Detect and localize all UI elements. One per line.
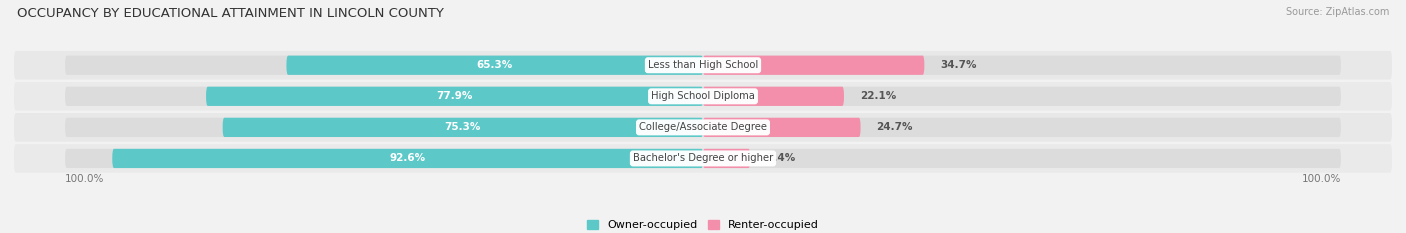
FancyBboxPatch shape [222, 118, 703, 137]
Text: College/Associate Degree: College/Associate Degree [638, 122, 768, 132]
FancyBboxPatch shape [14, 82, 1392, 111]
Text: 92.6%: 92.6% [389, 154, 426, 163]
Text: Less than High School: Less than High School [648, 60, 758, 70]
FancyBboxPatch shape [65, 118, 1341, 137]
Text: 34.7%: 34.7% [941, 60, 977, 70]
FancyBboxPatch shape [14, 144, 1392, 173]
Text: 24.7%: 24.7% [876, 122, 912, 132]
Text: 100.0%: 100.0% [65, 174, 104, 184]
FancyBboxPatch shape [703, 149, 751, 168]
FancyBboxPatch shape [207, 87, 703, 106]
FancyBboxPatch shape [65, 149, 1341, 168]
FancyBboxPatch shape [703, 118, 860, 137]
FancyBboxPatch shape [703, 87, 844, 106]
Text: 77.9%: 77.9% [436, 91, 472, 101]
FancyBboxPatch shape [14, 51, 1392, 79]
FancyBboxPatch shape [65, 56, 1341, 75]
Text: OCCUPANCY BY EDUCATIONAL ATTAINMENT IN LINCOLN COUNTY: OCCUPANCY BY EDUCATIONAL ATTAINMENT IN L… [17, 7, 444, 20]
Text: 65.3%: 65.3% [477, 60, 513, 70]
Text: 75.3%: 75.3% [444, 122, 481, 132]
FancyBboxPatch shape [65, 87, 1341, 106]
FancyBboxPatch shape [14, 113, 1392, 142]
Text: High School Diploma: High School Diploma [651, 91, 755, 101]
FancyBboxPatch shape [287, 56, 703, 75]
FancyBboxPatch shape [703, 56, 924, 75]
Text: 100.0%: 100.0% [1302, 174, 1341, 184]
Text: 7.4%: 7.4% [766, 154, 796, 163]
Text: 22.1%: 22.1% [860, 91, 896, 101]
Text: Bachelor's Degree or higher: Bachelor's Degree or higher [633, 154, 773, 163]
Text: Source: ZipAtlas.com: Source: ZipAtlas.com [1285, 7, 1389, 17]
Legend: Owner-occupied, Renter-occupied: Owner-occupied, Renter-occupied [582, 216, 824, 233]
FancyBboxPatch shape [112, 149, 703, 168]
